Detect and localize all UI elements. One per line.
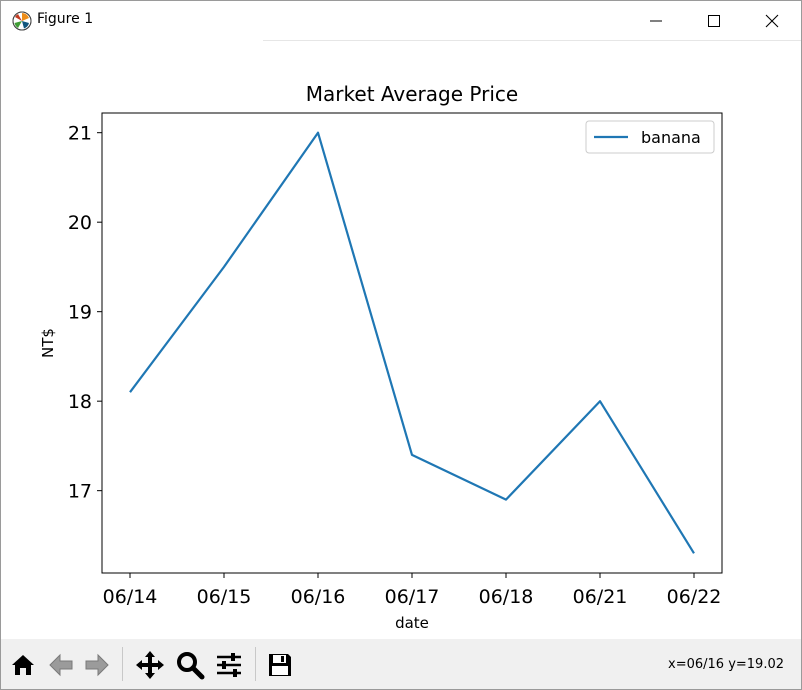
home-button[interactable] [8, 649, 38, 681]
navigation-toolbar: x=06/16 y=19.02 [1, 639, 801, 689]
save-button[interactable] [265, 649, 295, 681]
toolbar-separator [122, 647, 123, 681]
close-button[interactable] [743, 1, 801, 40]
title-bar[interactable]: Figure 1 [1, 1, 801, 40]
x-axis-label: date [395, 614, 429, 632]
legend-label: banana [641, 128, 701, 147]
forward-arrow-icon [85, 653, 109, 677]
x-tick-label: 06/17 [385, 586, 440, 608]
zoom-button[interactable] [175, 649, 205, 681]
y-tick-label: 20 [68, 212, 92, 234]
title-bar-divider [263, 40, 801, 41]
y-axis: 17 18 19 20 21 [68, 123, 102, 503]
window-title: Figure 1 [37, 11, 94, 27]
minimize-button[interactable] [627, 1, 685, 40]
zoom-icon [177, 652, 205, 680]
x-tick-label: 06/18 [479, 586, 534, 608]
series-lines [129, 131, 695, 554]
configure-subplots-icon [217, 653, 241, 677]
y-tick-label: 17 [68, 481, 92, 503]
configure-subplots-button[interactable] [214, 649, 244, 681]
y-axis-label: NT$ [39, 328, 57, 358]
toolbar-separator [255, 647, 256, 681]
plot-area [101, 112, 723, 574]
pan-button[interactable] [135, 649, 165, 681]
cursor-coordinates: x=06/16 y=19.02 [668, 657, 784, 672]
matplotlib-logo-icon [12, 11, 32, 31]
x-tick-label: 06/14 [103, 586, 158, 608]
legend-box [585, 120, 715, 154]
x-tick-label: 06/15 [197, 586, 252, 608]
series-line-banana [129, 131, 695, 554]
y-tick-label: 19 [68, 302, 92, 324]
maximize-button[interactable] [685, 1, 743, 40]
minimize-icon [650, 20, 662, 22]
back-button[interactable] [46, 649, 76, 681]
figure-canvas[interactable]: Market Average Price 17 18 19 20 21 06/14 06/… [1, 41, 801, 639]
back-arrow-icon [49, 653, 73, 677]
x-tick-label: 06/16 [291, 586, 346, 608]
x-tick-label: 06/22 [667, 586, 722, 608]
forward-button[interactable] [82, 649, 112, 681]
save-icon [269, 654, 291, 676]
chart-title: Market Average Price [306, 82, 518, 106]
maximize-icon [708, 15, 720, 27]
x-tick-label: 06/21 [573, 586, 628, 608]
pan-icon [136, 651, 164, 679]
x-axis: 06/14 06/15 06/16 06/17 06/18 06/21 06/22 [103, 573, 722, 608]
y-tick-label: 21 [68, 123, 92, 145]
home-icon [12, 655, 34, 675]
legend: banana [585, 120, 715, 154]
y-tick-label: 18 [68, 391, 92, 413]
close-icon [765, 14, 779, 28]
